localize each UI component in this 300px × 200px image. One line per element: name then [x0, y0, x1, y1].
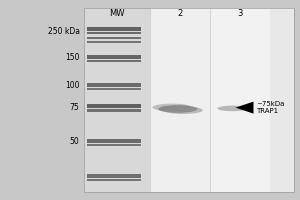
Bar	[87, 139, 141, 143]
Text: ~75kDa: ~75kDa	[256, 101, 285, 107]
Bar	[210, 8, 270, 192]
Bar	[87, 41, 141, 43]
Bar	[87, 144, 141, 146]
Bar	[87, 55, 141, 59]
Text: TRAP1: TRAP1	[256, 108, 279, 114]
Bar	[87, 179, 141, 181]
Bar	[87, 27, 141, 31]
Ellipse shape	[218, 106, 248, 111]
Bar	[87, 37, 141, 39]
Text: 3: 3	[237, 8, 243, 18]
Bar	[87, 60, 141, 62]
Bar	[87, 88, 141, 90]
Text: 75: 75	[70, 102, 80, 112]
Text: 250 kDa: 250 kDa	[47, 26, 80, 36]
Bar	[87, 104, 141, 108]
Bar	[87, 32, 141, 34]
Bar	[150, 8, 210, 192]
Text: MW: MW	[109, 8, 125, 18]
Text: 50: 50	[70, 136, 80, 146]
Ellipse shape	[158, 105, 197, 113]
Text: 100: 100	[65, 81, 80, 90]
Bar	[84, 8, 150, 192]
Bar	[87, 174, 141, 178]
Bar	[87, 83, 141, 87]
Polygon shape	[236, 102, 253, 114]
Bar	[87, 109, 141, 112]
Text: 2: 2	[177, 8, 183, 18]
Ellipse shape	[152, 104, 191, 111]
Bar	[84, 8, 294, 192]
Text: 150: 150	[65, 52, 80, 62]
Ellipse shape	[164, 106, 203, 114]
Bar	[84, 8, 294, 192]
